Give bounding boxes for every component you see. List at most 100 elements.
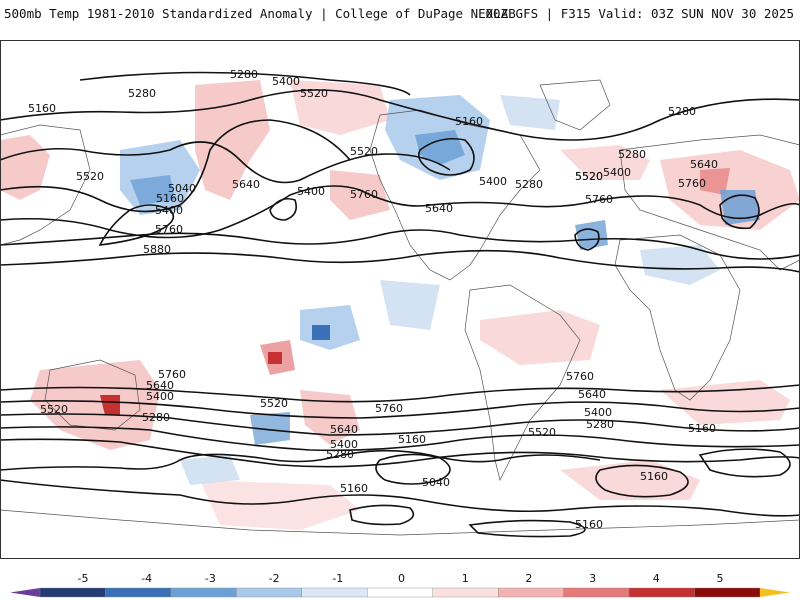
asia-west-coast [0,124,91,246]
contour-label: 5760 [155,223,183,236]
contour-label: 5400 [479,175,507,188]
contour-line [0,185,800,239]
contour-label: 5640 [690,158,718,171]
contour-label: 5160 [640,470,668,483]
warm-anomaly-area [100,395,120,415]
contour-labels: 5280 5400 5520 5280 5160 5520 5040 5160 … [28,68,718,531]
contour-label: 5520 [575,170,603,183]
contour-line [574,228,600,251]
cool-anomaly-area [312,325,330,340]
cool-anomaly-area [575,220,608,250]
colorbar-segment [563,587,630,598]
contour-line [0,413,800,436]
colorbar-tick-label: 1 [462,572,469,585]
warm-anomaly-area [330,170,390,220]
cool-anomaly-area [130,175,175,205]
colorbar-ticks: -5 -4 -3 -2 -1 0 1 2 3 4 5 [78,572,724,585]
warm-anomaly-area [480,310,600,365]
map-title: 500mb Temp 1981-2010 Standardized Anomal… [4,6,516,21]
cool-anomaly-area [180,455,240,485]
contour-label: 5280 [230,68,258,81]
contour-line [0,438,800,468]
contour-label: 5280 [586,418,614,431]
cool-anomaly-area [720,190,760,225]
contour-label: 5520 [350,145,378,158]
warm-anomaly-area [268,352,282,364]
contour-label: 5640 [330,423,358,436]
anomaly-map: 5280 5400 5520 5280 5160 5520 5040 5160 … [0,40,800,559]
contour-label: 5160 [156,192,184,205]
warm-anomaly-area [560,145,650,180]
colorbar-segment [39,587,106,598]
cool-anomaly-area [500,95,560,130]
contour-line [0,384,800,403]
contour-label: 5400 [146,390,174,403]
colorbar-segment [497,587,564,598]
contour-label: 5520 [300,87,328,100]
contour-label: 5400 [603,166,631,179]
warm-anomaly-area [560,460,700,500]
contour-line [0,449,601,471]
contour-label: 5520 [76,170,104,183]
warm-anomaly-area [0,135,50,200]
contour-label: 5160 [575,518,603,531]
colorbar-segment [694,587,761,598]
contour-label: 5760 [678,177,706,190]
cool-anomaly-area [250,412,290,445]
contour-label: 5280 [326,448,354,461]
contour-line [468,519,586,538]
contour-line [98,204,175,246]
colorbar-tick-label: 4 [653,572,660,585]
warm-anomaly-area [290,80,390,135]
contour-line [0,141,451,184]
contour-label: 5640 [232,178,260,191]
colorbar-tick-label: 5 [717,572,724,585]
warm-anomaly-area [200,480,360,530]
eurasia-coast [619,134,800,271]
australia-coast [44,359,141,431]
contour-label: 5640 [578,388,606,401]
contour-label: 5400 [155,204,183,217]
contour-label: 5520 [260,397,288,410]
contour-line [79,71,411,96]
colorbar-segment [432,587,499,598]
contour-line [595,464,689,498]
contour-label: 5160 [398,433,426,446]
contour-label: 5760 [158,368,186,381]
greenland-coast [539,79,611,131]
antarctica-coast [0,509,800,536]
contour-label: 5280 [142,411,170,424]
warm-anomaly-area [195,80,270,200]
contour-line [0,229,800,260]
contour-label: 5520 [528,426,556,439]
colorbar-tick-label: 2 [525,572,532,585]
contour-line [0,249,800,273]
contour-label: 5040 [168,182,196,195]
warm-anomaly-area [700,168,730,195]
colorbar-tick-label: -3 [205,572,216,585]
colorbar-segment [170,587,237,598]
contour-line [417,137,475,176]
colorbar-segment [628,587,695,598]
colorbar-segment [301,587,368,598]
colorbar-tick-label: -2 [269,572,280,585]
contour-label: 5880 [143,243,171,256]
contour-label: 5640 [425,202,453,215]
contour-label: 5400 [584,406,612,419]
contour-label: 5400 [330,438,358,451]
contour-label: 5760 [375,402,403,415]
colorbar-tick-label: 3 [589,572,596,585]
model-run-info: 00Z GFS | F315 Valid: 03Z SUN NOV 30 202… [485,6,794,21]
contour-line [719,194,760,230]
colorbar-segments [10,587,790,598]
contour-label: 5160 [688,422,716,435]
contour-line [698,448,791,478]
contour-line [269,197,298,221]
colorbar-segment [105,587,172,598]
colorbar-tick-label: -5 [78,572,89,585]
contour-label: 5520 [40,403,68,416]
colorbar-tick-label: -1 [332,572,343,585]
cool-anomaly-area [380,280,440,330]
contour-label: 5640 [146,379,174,392]
colorbar-tick-label: -4 [141,572,152,585]
